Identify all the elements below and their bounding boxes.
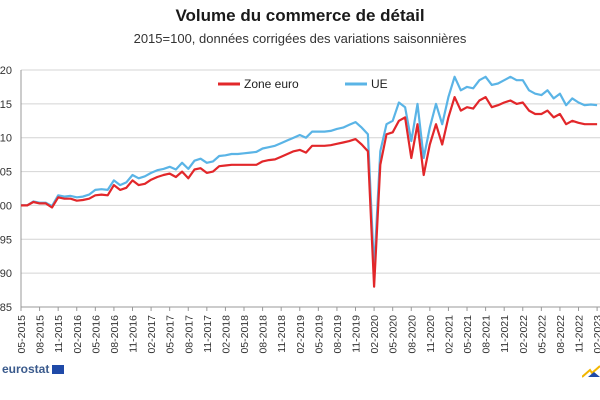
y-tick-label: 100 [0, 200, 12, 212]
y-tick-label: 90 [0, 268, 12, 280]
eu-flag-icon [52, 364, 65, 374]
x-tick-label: 11-2018 [276, 315, 288, 353]
x-tick-label: 11-2015 [53, 315, 65, 353]
x-tick-label: 05-2019 [313, 315, 325, 354]
x-tick-label: 05-2016 [90, 315, 102, 354]
x-tick-label: 02-2023 [592, 315, 600, 354]
x-tick-label: 08-2016 [109, 315, 121, 354]
eurostat-logo-text: eurostat [2, 362, 50, 376]
x-tick-label: 11-2019 [351, 315, 363, 353]
x-tick-label: 08-2021 [481, 315, 493, 354]
x-tick-label: 05-2018 [239, 315, 251, 354]
series-line-zone-euro [21, 95, 598, 288]
y-axis: 85 90 95 100 105 110 115 120 [0, 65, 22, 314]
x-tick-label: 02-2016 [72, 315, 84, 354]
x-tick-label: 11-2017 [202, 315, 214, 353]
x-tick-label: 02-2020 [369, 315, 381, 354]
x-tick-label: 08-2022 [555, 315, 567, 354]
y-tick-label: 110 [0, 133, 12, 145]
x-tick-label: 02-2019 [295, 315, 307, 354]
corner-logo-icon [582, 365, 600, 378]
y-tick-label: 95 [0, 234, 12, 246]
x-tick-label: 08-2020 [406, 315, 418, 354]
x-tick-label: 05-2022 [536, 315, 548, 354]
y-tick-label: 120 [0, 65, 12, 77]
x-tick-label: 02-2018 [220, 315, 232, 354]
chart-subtitle: 2015=100, données corrigées des variatio… [133, 31, 467, 46]
legend: Zone euro UE [218, 77, 388, 91]
x-tick-label: 05-2015 [16, 315, 28, 354]
y-tick-label: 85 [0, 302, 12, 314]
x-tick-label: 11-2021 [499, 315, 511, 353]
y-tick-label: 115 [0, 99, 12, 111]
x-tick-label: 02-2017 [146, 315, 158, 354]
x-tick-label: 02-2022 [518, 315, 530, 354]
x-tick-label: 11-2020 [425, 315, 437, 353]
x-tick-label: 11-2016 [128, 315, 140, 353]
x-tick-label: 08-2018 [258, 315, 270, 354]
x-tick-label: 08-2015 [35, 315, 47, 354]
eurostat-logo: eurostat [2, 362, 65, 376]
chart-title: Volume du commerce de détail [175, 6, 425, 25]
series-layer [21, 75, 598, 288]
x-tick-label: 05-2020 [388, 315, 400, 354]
x-tick-label: 05-2021 [462, 315, 474, 354]
x-tick-label: 11-2022 [574, 315, 586, 353]
x-tick-label: 08-2017 [183, 315, 195, 354]
y-tick-label: 105 [0, 167, 12, 179]
x-axis: 05-2015 08-2015 11-2015 02-2016 05-2016 08-20… [16, 306, 600, 354]
legend-ue-label: UE [371, 77, 388, 91]
legend-zone-euro-label: Zone euro [244, 77, 299, 91]
series-line-ue [21, 75, 598, 271]
x-tick-label: 02-2021 [443, 315, 455, 354]
x-tick-label: 08-2019 [332, 315, 344, 354]
x-tick-label: 05-2017 [165, 315, 177, 354]
